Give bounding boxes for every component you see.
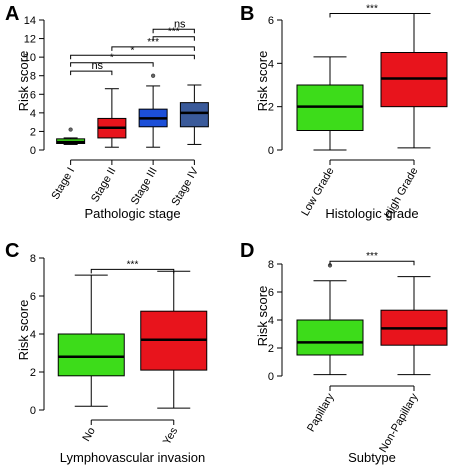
y-tick-label: 12 xyxy=(24,34,36,46)
significance-label: ns xyxy=(91,60,103,72)
panel-c: C 0 2 4 6 8 Risk score No Yes Lymphovascular inva… xyxy=(5,240,208,465)
box-1 xyxy=(380,276,448,376)
significance-label: *** xyxy=(168,27,180,38)
bracket-line xyxy=(329,13,415,18)
y-axis-label: Risk score xyxy=(255,51,270,112)
box-1 xyxy=(97,88,127,148)
box-0 xyxy=(56,127,86,145)
x-axis-label: Histologic grade xyxy=(325,206,418,221)
significance-label: * xyxy=(110,53,114,64)
y-tick-label: 8 xyxy=(30,253,36,265)
significance-label: *** xyxy=(127,259,139,270)
significance-label: ns xyxy=(174,18,186,30)
panel-letter: D xyxy=(240,240,254,262)
box-body xyxy=(57,333,125,377)
y-axis-label: Risk score xyxy=(16,51,31,112)
y-tick-label: 2 xyxy=(268,102,274,114)
bracket-line xyxy=(70,70,113,76)
significance-bracket: *** xyxy=(329,4,415,18)
box-0 xyxy=(296,56,364,151)
box-1 xyxy=(380,13,448,149)
x-axis-label: Pathologic stage xyxy=(84,206,180,221)
box-body xyxy=(179,102,209,128)
y-tick-label: 14 xyxy=(24,15,36,27)
significance-bracket: *** xyxy=(152,27,195,41)
y-tick-label: 6 xyxy=(30,89,36,101)
bracket-line xyxy=(111,46,195,51)
significance-label: * xyxy=(131,45,135,56)
y-tick-label: 6 xyxy=(268,15,274,27)
x-axis-label: Subtype xyxy=(348,450,396,465)
bracket-line xyxy=(152,36,195,41)
y-tick-label: 4 xyxy=(268,315,274,327)
bracket-line xyxy=(152,28,195,34)
x-tick-label: Stage III xyxy=(129,166,160,207)
y-tick-label: 2 xyxy=(30,126,36,138)
box-3 xyxy=(179,84,209,145)
outlier-point xyxy=(68,127,73,132)
y-axis-label: Risk score xyxy=(255,286,270,347)
significance-label: *** xyxy=(147,37,159,48)
y-tick-label: 2 xyxy=(30,367,36,379)
y-tick-label: 4 xyxy=(268,58,274,70)
panel-d: D 0 2 4 6 8 Risk score Papillary Non-PapillarySu… xyxy=(240,240,448,465)
x-tick-label: Yes xyxy=(161,425,181,447)
box-1 xyxy=(140,270,208,409)
bracket-line xyxy=(70,54,195,60)
panel-letter: A xyxy=(5,3,19,25)
y-tick-label: 4 xyxy=(30,108,36,120)
bracket-line xyxy=(70,62,154,67)
significance-bracket: *** xyxy=(90,259,175,274)
significance-bracket: * xyxy=(70,45,195,60)
panel-letter: B xyxy=(240,3,254,25)
y-axis-label: Risk score xyxy=(16,300,31,361)
y-tick-label: 0 xyxy=(268,145,274,157)
box-0 xyxy=(57,274,125,407)
y-tick-label: 6 xyxy=(30,291,36,303)
bracket-line xyxy=(90,268,175,274)
y-tick-label: 4 xyxy=(30,329,36,341)
y-tick-label: 0 xyxy=(268,371,274,383)
significance-bracket: * xyxy=(70,53,154,67)
x-tick-label: Stage I xyxy=(49,166,77,202)
box-0 xyxy=(296,263,364,376)
x-tick-label: Non-Papillary xyxy=(377,391,421,455)
significance-bracket: *** xyxy=(329,251,415,266)
y-tick-label: 2 xyxy=(268,343,274,355)
y-tick-label: 10 xyxy=(24,52,36,64)
box-body xyxy=(296,319,364,356)
outlier-point xyxy=(151,73,156,78)
y-tick-label: 8 xyxy=(268,259,274,271)
y-tick-label: 6 xyxy=(268,287,274,299)
x-tick-label: Stage IV xyxy=(169,165,201,208)
x-tick-label: Stage II xyxy=(89,166,118,205)
significance-label: *** xyxy=(366,251,378,262)
significance-bracket: *** xyxy=(111,37,195,51)
x-tick-label: Papillary xyxy=(305,391,337,434)
panel-letter: C xyxy=(5,240,19,262)
bracket-line xyxy=(329,260,415,266)
x-tick-label: No xyxy=(80,426,97,444)
y-tick-label: 0 xyxy=(30,145,36,157)
significance-label: *** xyxy=(366,4,378,15)
y-tick-label: 0 xyxy=(30,405,36,417)
significance-bracket: ns xyxy=(152,18,195,34)
x-axis-label: Lymphovascular invasion xyxy=(60,450,205,465)
box-2 xyxy=(138,73,168,148)
panel-a: A 0 2 4 6 8 10 12 14 Risk score Stage I Stage II Sta… xyxy=(5,3,209,221)
y-tick-label: 8 xyxy=(30,71,36,83)
